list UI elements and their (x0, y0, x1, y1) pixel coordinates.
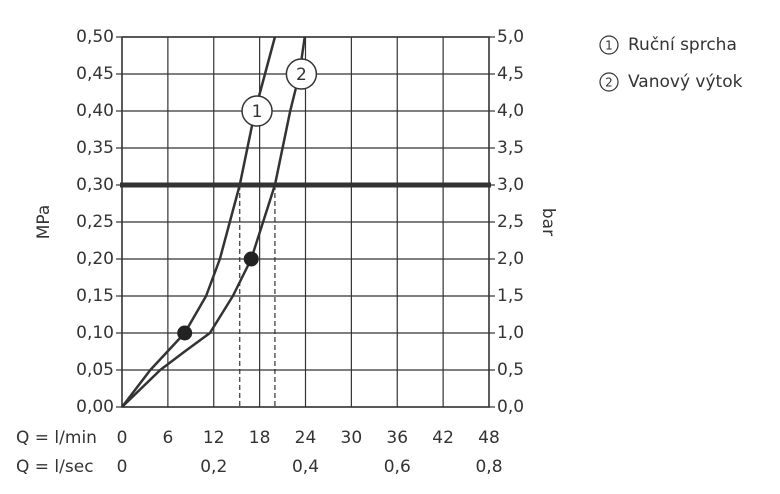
x-tick-label: 0 (117, 428, 128, 448)
y2-tick-label: 1,0 (497, 323, 524, 343)
legend-label: Ruční sprcha (628, 35, 737, 55)
x2-tick-label: 0,2 (200, 457, 227, 477)
x-tick-label: 24 (295, 428, 317, 448)
series-line (121, 36, 306, 408)
marker (243, 251, 259, 267)
x-tick-label: 48 (478, 428, 500, 448)
x-tick-label: 6 (162, 428, 173, 448)
y2-tick-label: 5,0 (497, 27, 524, 47)
x-tick-label: 42 (432, 428, 454, 448)
y2-tick-label: 0,5 (497, 360, 524, 380)
x2-tick-label: 0 (117, 457, 128, 477)
y-tick-label: 0,35 (76, 138, 114, 158)
y2-tick-label: 1,5 (497, 286, 524, 306)
legend-circle (599, 35, 619, 55)
curve-label-circle (241, 95, 273, 127)
x-tick-label: 30 (341, 428, 363, 448)
x2-tick-label: 0,6 (384, 457, 411, 477)
y-tick-label: 0,25 (76, 212, 114, 232)
y2-tick-label: 4,5 (497, 64, 524, 84)
y-axis-label: MPa (34, 205, 54, 240)
x2-tick-label: 0,8 (475, 457, 502, 477)
y2-tick-label: 4,0 (497, 101, 524, 121)
x-tick-label: 36 (386, 428, 408, 448)
curve-label: 2 (296, 65, 307, 85)
y-tick-label: 0,10 (76, 323, 114, 343)
y2-tick-label: 3,0 (497, 175, 524, 195)
legend-circle (599, 72, 619, 92)
curve-label-circle (285, 58, 318, 90)
legend-label: Vanový výtok (628, 72, 743, 92)
y-tick-label: 0,40 (76, 101, 114, 121)
y2-axis-label: bar (538, 208, 558, 236)
y-tick-label: 0,00 (76, 397, 114, 417)
plot-frame (121, 36, 490, 408)
y2-tick-label: 2,5 (497, 212, 524, 232)
y2-tick-label: 0,0 (497, 397, 524, 417)
x-tick-label: 12 (203, 428, 225, 448)
y-tick-label: 0,50 (76, 27, 114, 47)
x-axis-label: Q = l/min (16, 428, 97, 448)
y-tick-label: 0,30 (76, 175, 114, 195)
y2-tick-label: 3,5 (497, 138, 524, 158)
y-tick-label: 0,45 (76, 64, 114, 84)
marker (177, 325, 193, 341)
legend-number: 1 (605, 39, 613, 53)
y2-tick-label: 2,0 (497, 249, 524, 269)
legend-number: 2 (605, 76, 613, 90)
y-tick-label: 0,20 (76, 249, 114, 269)
x2-axis-label: Q = l/sec (16, 457, 94, 477)
curve-label: 1 (252, 102, 263, 122)
x-tick-label: 18 (249, 428, 271, 448)
y-tick-label: 0,15 (76, 286, 114, 306)
x2-tick-label: 0,4 (292, 457, 319, 477)
y-tick-label: 0,05 (76, 360, 114, 380)
